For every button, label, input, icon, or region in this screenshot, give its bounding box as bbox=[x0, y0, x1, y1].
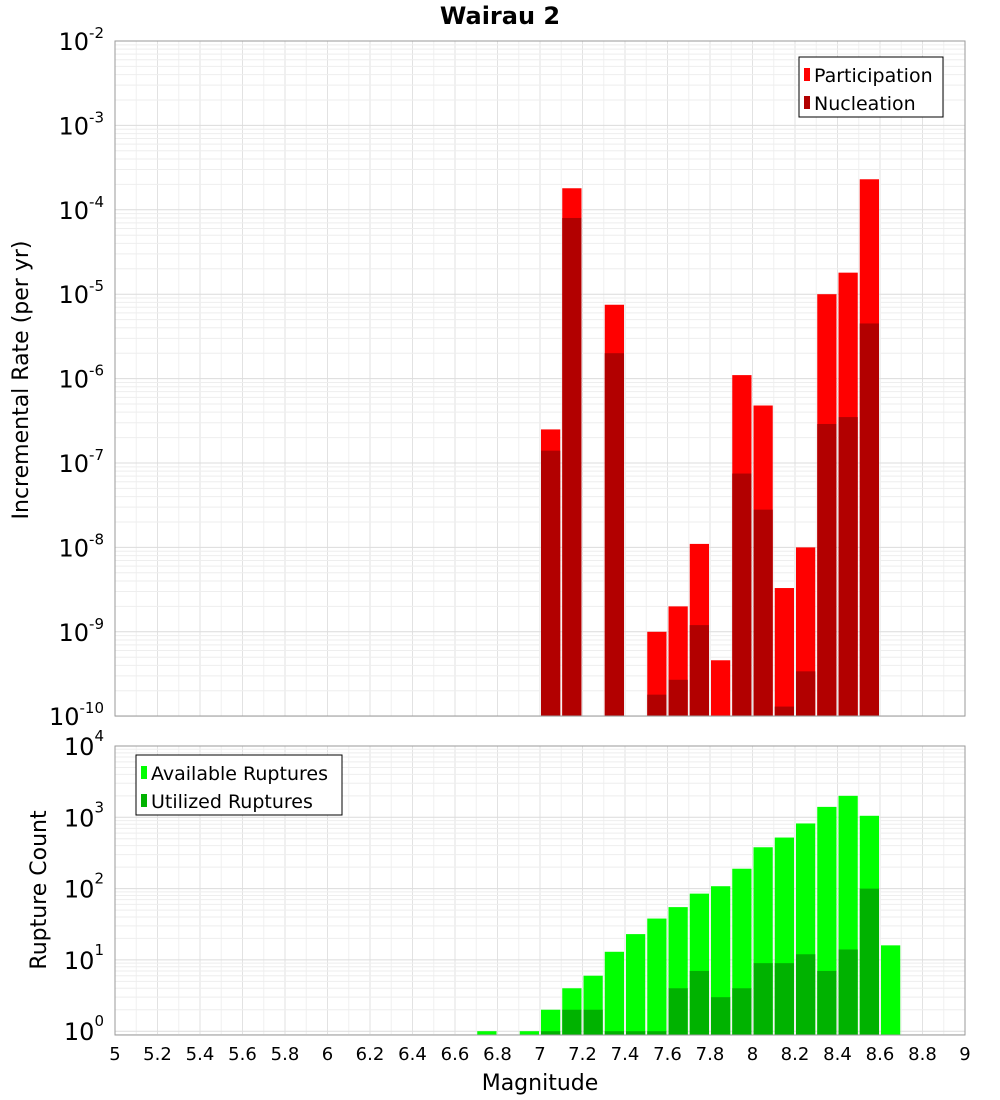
count-bar-secondary bbox=[647, 1031, 667, 1035]
bottom-y-axis-label: Rupture Count bbox=[27, 810, 52, 970]
x-axis-label: Magnitude bbox=[482, 1071, 599, 1096]
count-bar-primary bbox=[477, 1031, 497, 1035]
rate-bar-secondary bbox=[604, 353, 624, 716]
x-tick-label: 7 bbox=[534, 1044, 545, 1065]
y-tick-label: 10-4 bbox=[58, 193, 104, 225]
count-bar-secondary bbox=[626, 1031, 646, 1035]
y-tick-label: 10-2 bbox=[58, 24, 104, 56]
y-tick-label: 10-9 bbox=[58, 615, 104, 647]
x-tick-label: 8 bbox=[747, 1044, 758, 1065]
rate-bar-secondary bbox=[859, 323, 879, 716]
x-tick-label: 9 bbox=[959, 1044, 970, 1065]
legend-swatch bbox=[804, 96, 810, 109]
legend-label: Utilized Ruptures bbox=[151, 791, 313, 813]
count-bar-secondary bbox=[838, 949, 858, 1035]
y-tick-label: 10-6 bbox=[58, 362, 104, 394]
rate-bar-secondary bbox=[838, 417, 858, 716]
rate-bar-secondary bbox=[541, 450, 561, 716]
rate-bar-secondary bbox=[668, 679, 688, 716]
count-bar-primary bbox=[541, 1009, 561, 1035]
rate-bar-primary bbox=[711, 660, 731, 716]
count-bar-secondary bbox=[541, 1031, 561, 1035]
y-tick-label: 10-8 bbox=[58, 530, 104, 562]
y-tick-label: 10-10 bbox=[49, 699, 104, 731]
chart-title: Wairau 2 bbox=[440, 2, 560, 30]
x-tick-label: 5 bbox=[109, 1044, 120, 1065]
count-bar-primary bbox=[626, 934, 646, 1035]
x-tick-label: 8.2 bbox=[781, 1044, 810, 1065]
count-bar-secondary bbox=[817, 970, 837, 1035]
rate-bar-secondary bbox=[647, 694, 667, 716]
legend-label: Available Ruptures bbox=[151, 763, 328, 785]
y-tick-label: 104 bbox=[64, 727, 104, 761]
legend-swatch bbox=[804, 68, 810, 81]
rate-bar-secondary bbox=[796, 671, 816, 716]
x-tick-label: 6.6 bbox=[441, 1044, 470, 1065]
top-plot-frame bbox=[114, 40, 966, 717]
x-tick-label: 8.4 bbox=[823, 1044, 852, 1065]
rate-bar-secondary bbox=[562, 217, 582, 717]
rate-bar-secondary bbox=[753, 509, 773, 716]
x-tick-label: 5.2 bbox=[143, 1044, 172, 1065]
rate-bar-secondary bbox=[774, 706, 794, 716]
y-tick-label: 101 bbox=[64, 941, 104, 975]
y-tick-label: 10-7 bbox=[58, 446, 104, 478]
x-tick-label: 8.6 bbox=[866, 1044, 895, 1065]
bottom-plot-frame bbox=[114, 745, 966, 1036]
rate-bar-secondary bbox=[689, 625, 709, 716]
x-tick-label: 5.4 bbox=[186, 1044, 215, 1065]
x-tick-label: 7.8 bbox=[696, 1044, 725, 1065]
count-bar-secondary bbox=[583, 1009, 603, 1035]
y-tick-label: 100 bbox=[64, 1012, 104, 1046]
x-tick-label: 7.2 bbox=[568, 1044, 597, 1065]
count-bar-secondary bbox=[732, 988, 752, 1035]
count-bar-secondary bbox=[774, 963, 794, 1035]
x-tick-label: 6 bbox=[322, 1044, 333, 1065]
y-tick-label: 102 bbox=[64, 870, 104, 904]
legend-box bbox=[135, 754, 343, 816]
x-tick-label: 6.8 bbox=[483, 1044, 512, 1065]
rate-bar-secondary bbox=[817, 423, 837, 716]
count-bar-primary bbox=[604, 951, 624, 1035]
y-tick-label: 10-3 bbox=[58, 108, 104, 140]
x-tick-label: 7.6 bbox=[653, 1044, 682, 1065]
x-tick-label: 5.6 bbox=[228, 1044, 257, 1065]
count-bar-primary bbox=[647, 918, 667, 1035]
x-tick-label: 8.8 bbox=[908, 1044, 937, 1065]
count-bar-secondary bbox=[796, 954, 816, 1035]
legend-box bbox=[798, 56, 944, 118]
count-bar-secondary bbox=[562, 1009, 582, 1035]
legend-swatch bbox=[141, 794, 147, 807]
rate-bar-secondary bbox=[732, 473, 752, 716]
chart-legend: Participation Nucleation bbox=[798, 56, 944, 118]
x-tick-label: 6.2 bbox=[356, 1044, 385, 1065]
x-tick-label: 5.8 bbox=[271, 1044, 300, 1065]
legend-swatch bbox=[141, 766, 147, 779]
count-bar-secondary bbox=[689, 970, 709, 1035]
count-bar-secondary bbox=[753, 963, 773, 1035]
count-bar-primary bbox=[519, 1031, 539, 1035]
count-bar-secondary bbox=[711, 997, 731, 1035]
legend-label: Participation bbox=[814, 65, 933, 87]
count-bar-primary bbox=[881, 945, 901, 1035]
legend-label: Nucleation bbox=[814, 93, 916, 115]
x-tick-label: 7.4 bbox=[611, 1044, 640, 1065]
top-y-axis-label: Incremental Rate (per yr) bbox=[9, 241, 34, 520]
y-tick-label: 10-5 bbox=[58, 277, 104, 309]
count-bar-secondary bbox=[604, 1031, 624, 1035]
rate-bar-primary bbox=[774, 588, 794, 716]
x-tick-label: 6.4 bbox=[398, 1044, 427, 1065]
y-tick-label: 103 bbox=[64, 798, 104, 832]
chart-legend: Available Ruptures Utilized Ruptures bbox=[135, 754, 343, 816]
count-bar-secondary bbox=[668, 988, 688, 1035]
count-bar-secondary bbox=[859, 888, 879, 1035]
